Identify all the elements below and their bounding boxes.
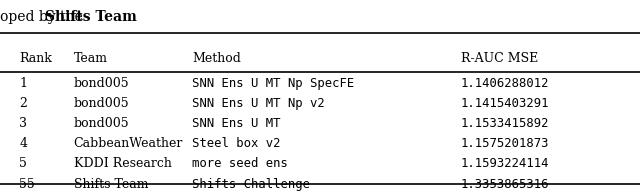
- Text: 55: 55: [19, 178, 35, 191]
- Text: 1.1415403291: 1.1415403291: [461, 97, 549, 110]
- Text: 1.1533415892: 1.1533415892: [461, 117, 549, 130]
- Text: 1.1593224114: 1.1593224114: [461, 157, 549, 170]
- Text: bond005: bond005: [74, 97, 129, 110]
- Text: 1: 1: [19, 77, 27, 90]
- Text: SNN Ens U MT: SNN Ens U MT: [192, 117, 280, 130]
- Text: 3: 3: [19, 117, 27, 130]
- Text: oped by the: oped by the: [0, 10, 87, 24]
- Text: Shifts Challenge: Shifts Challenge: [192, 178, 310, 191]
- Text: 5: 5: [19, 157, 27, 170]
- Text: CabbeanWeather: CabbeanWeather: [74, 137, 183, 150]
- Text: Rank: Rank: [19, 52, 52, 65]
- Text: KDDI Research: KDDI Research: [74, 157, 172, 170]
- Text: Shifts Team: Shifts Team: [74, 178, 148, 191]
- Text: SNN Ens U MT Np SpecFE: SNN Ens U MT Np SpecFE: [192, 77, 355, 90]
- Text: Steel box v2: Steel box v2: [192, 137, 280, 150]
- Text: Shifts Team: Shifts Team: [45, 10, 136, 24]
- Text: Team: Team: [74, 52, 108, 65]
- Text: bond005: bond005: [74, 117, 129, 130]
- Text: R-AUC MSE: R-AUC MSE: [461, 52, 538, 65]
- Text: 1.1406288012: 1.1406288012: [461, 77, 549, 90]
- Text: 1.1575201873: 1.1575201873: [461, 137, 549, 150]
- Text: Method: Method: [192, 52, 241, 65]
- Text: more seed ens: more seed ens: [192, 157, 288, 170]
- Text: SNN Ens U MT Np v2: SNN Ens U MT Np v2: [192, 97, 324, 110]
- Text: 2: 2: [19, 97, 27, 110]
- Text: 1.3353865316: 1.3353865316: [461, 178, 549, 191]
- Text: bond005: bond005: [74, 77, 129, 90]
- Text: 4: 4: [19, 137, 27, 150]
